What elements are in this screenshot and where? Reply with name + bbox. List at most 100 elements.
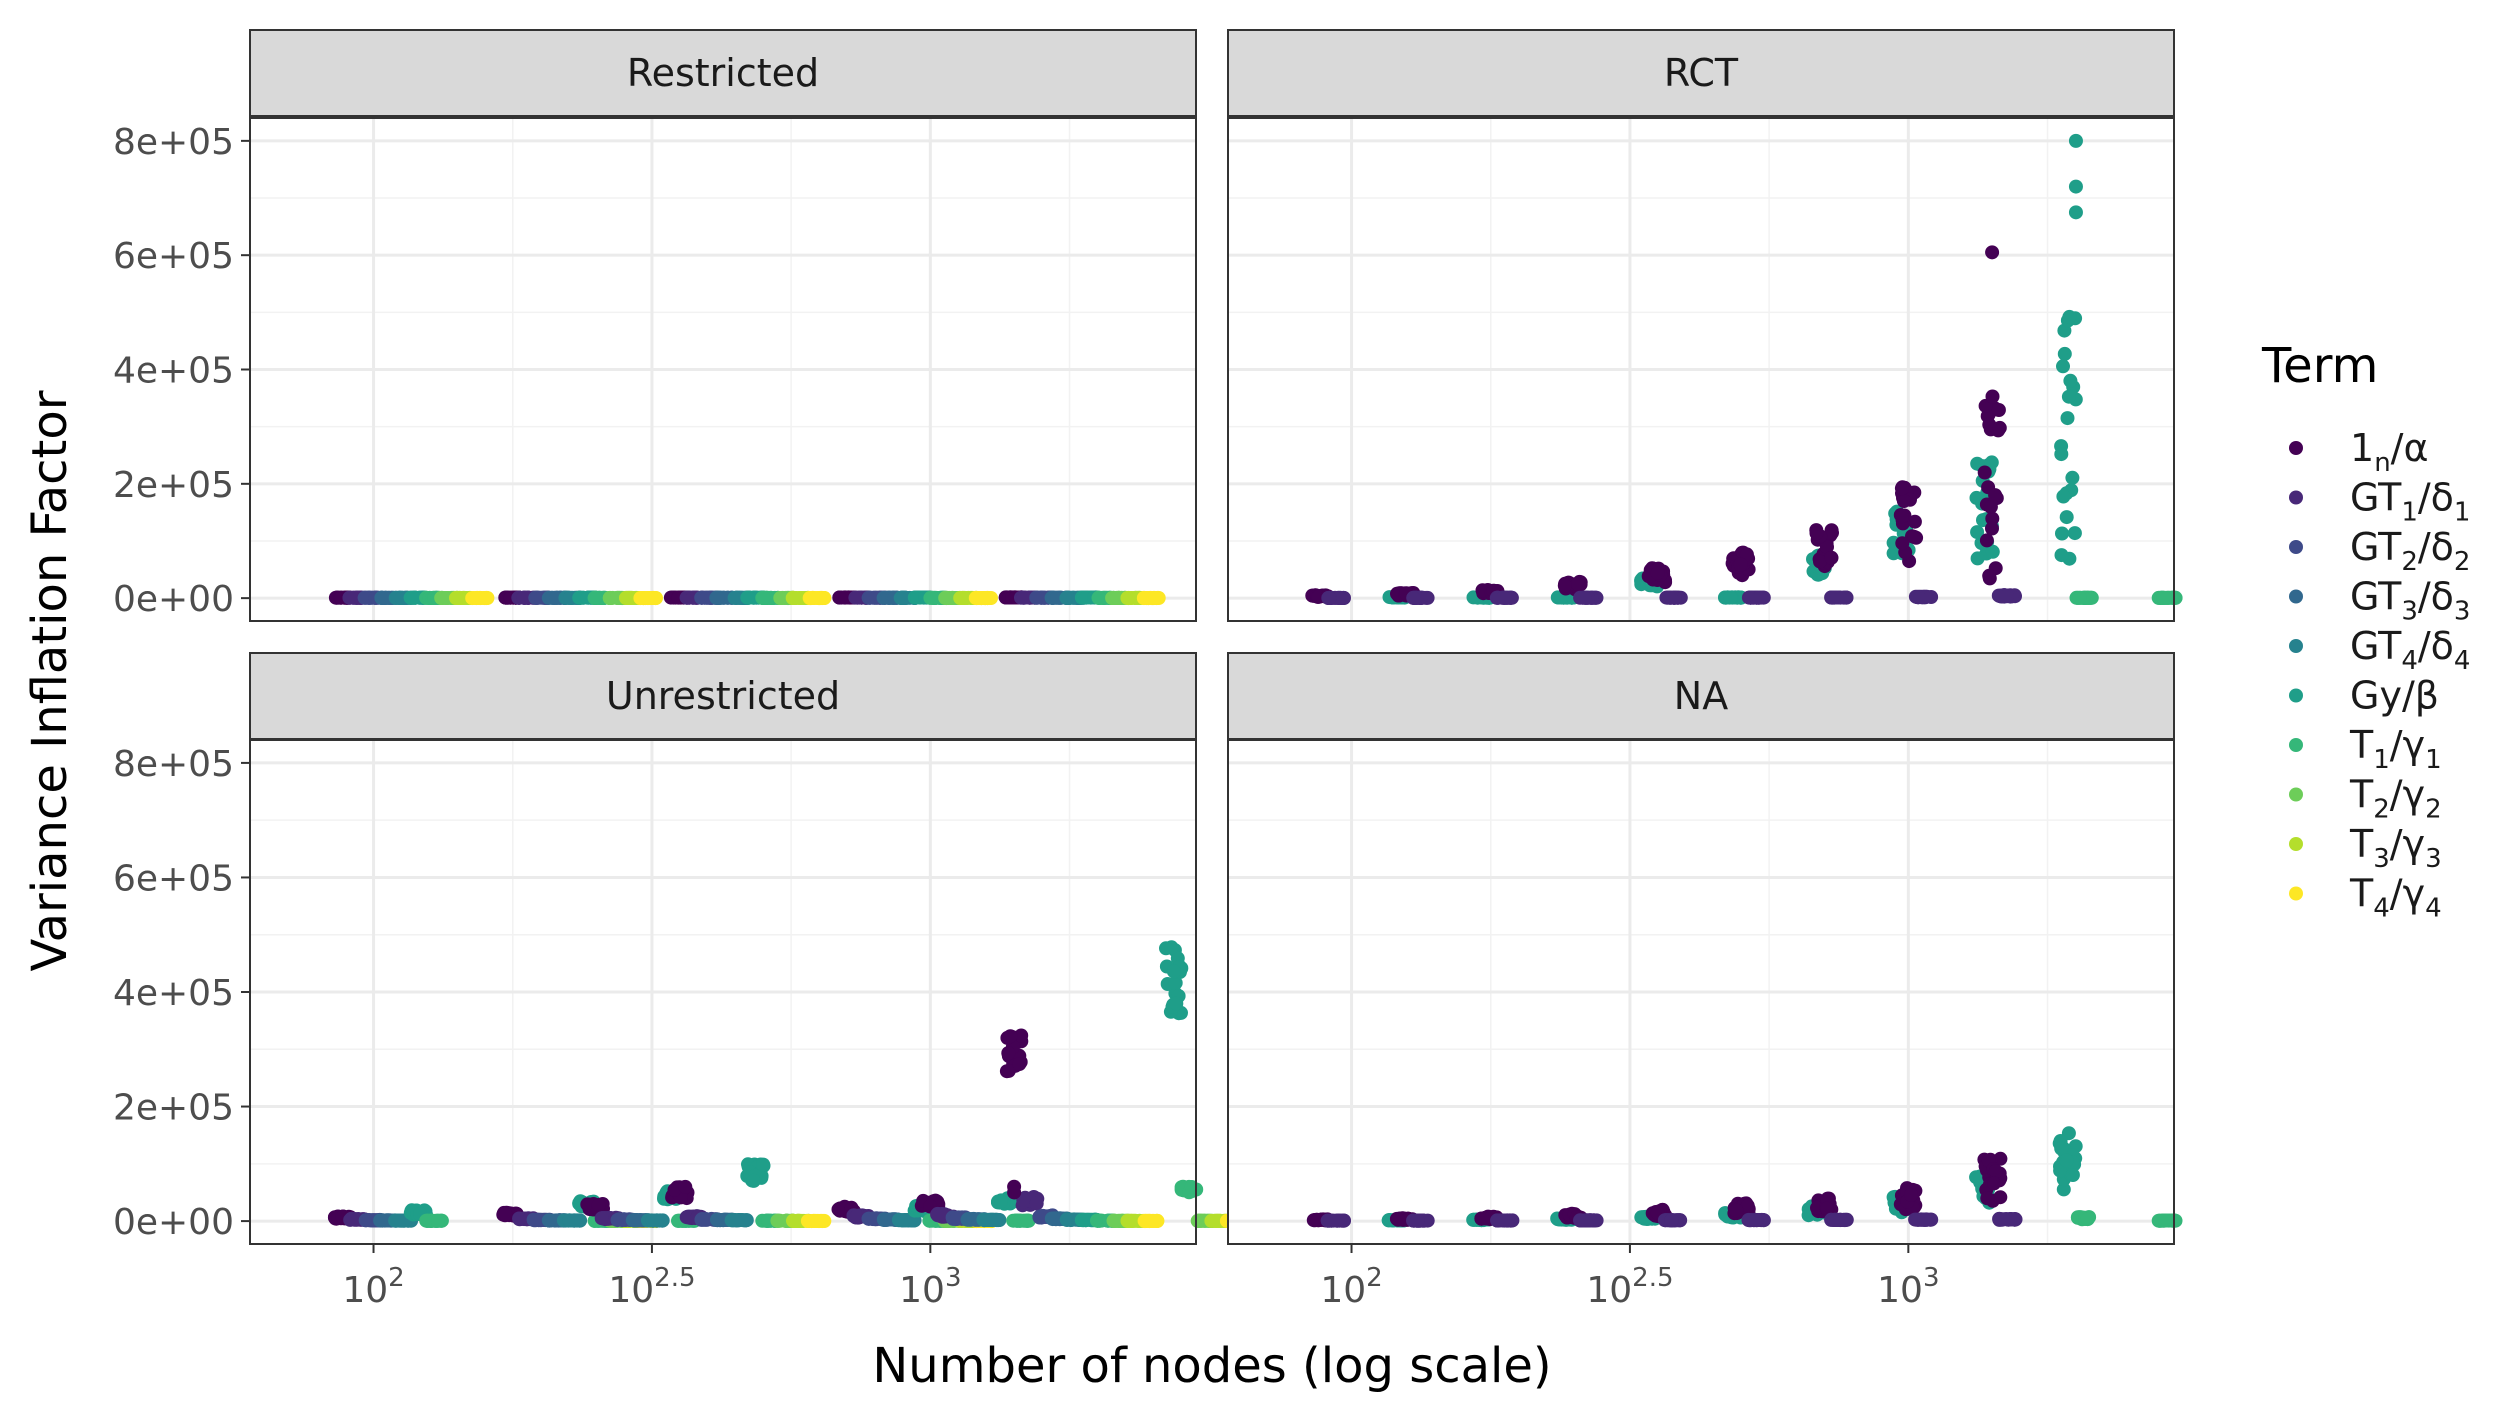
data-point-alpha — [1985, 521, 1999, 536]
y-tick-label: 8e+05 — [113, 744, 234, 785]
data-point-beta — [405, 590, 420, 605]
data-point-beta — [2062, 309, 2077, 324]
legend-label-delta2: GT2/δ2 — [2350, 525, 2470, 577]
data-point-delta4 — [991, 1213, 1006, 1228]
data-point-beta — [1166, 964, 1181, 979]
data-point-beta — [740, 590, 755, 605]
data-point-gamma1 — [587, 590, 602, 605]
data-point-gamma2 — [1110, 590, 1125, 605]
data-point-beta — [2054, 1141, 2069, 1156]
data-point-delta1 — [1406, 590, 1421, 605]
data-point-gamma3 — [621, 590, 636, 605]
data-point-gamma3 — [958, 591, 973, 605]
data-point-delta1 — [516, 590, 531, 605]
data-point-alpha — [498, 1207, 513, 1222]
data-point-beta — [2054, 548, 2069, 563]
data-point-delta4 — [976, 1212, 991, 1227]
data-point-alpha — [1894, 481, 1909, 496]
legend-label-gamma3: T3/γ3 — [2349, 822, 2442, 874]
points-layer — [328, 590, 1166, 606]
data-point-beta — [1164, 940, 1179, 955]
legend-label-delta4: GT4/δ4 — [2350, 624, 2470, 676]
data-point-alpha — [1570, 576, 1585, 591]
x-tick-label: 102 — [1320, 1263, 1382, 1311]
x-axis-title: Number of nodes (log scale) — [872, 1338, 1551, 1394]
data-point-alpha — [1980, 1191, 1995, 1206]
data-point-delta1 — [1827, 1213, 1842, 1227]
data-point-beta — [2055, 526, 2069, 541]
data-point-beta — [994, 1194, 1008, 1209]
data-point-gamma1 — [2072, 590, 2087, 605]
data-point-delta1 — [594, 1211, 609, 1226]
data-point-alpha — [1979, 533, 1994, 548]
x-tick-label: 103 — [899, 1263, 961, 1311]
data-point-alpha — [1987, 1176, 2001, 1191]
data-point-alpha — [1985, 245, 2000, 260]
legend-label-alpha: 1n/α — [2350, 426, 2429, 478]
data-point-delta1 — [1029, 1196, 1044, 1211]
data-point-beta — [756, 1157, 771, 1172]
data-point-alpha — [1895, 509, 1909, 524]
data-point-alpha — [1991, 403, 2006, 417]
legend-key-gamma4 — [2289, 886, 2303, 901]
data-point-alpha — [1895, 536, 1910, 551]
data-point-delta1 — [1836, 590, 1851, 605]
data-point-delta1 — [1573, 1213, 1588, 1228]
data-point-beta — [2061, 389, 2076, 404]
data-point-alpha — [1907, 514, 1922, 529]
y-tick-label: 4e+05 — [113, 351, 234, 392]
legend-key-delta3 — [2289, 589, 2303, 604]
data-point-delta3 — [710, 590, 725, 605]
strip-label: RCT — [1664, 51, 1739, 95]
legend-label-gamma2: T2/γ2 — [2349, 773, 2442, 825]
panel-restricted: Restricted 0e+00 2e+05 4e+05 6e+05 8e+05 — [113, 29, 1197, 622]
data-point-delta1 — [1749, 1213, 1764, 1227]
data-point-alpha — [1993, 1190, 2008, 1205]
data-point-beta — [1970, 525, 1985, 540]
data-point-beta — [2065, 470, 2080, 485]
data-point-gamma3 — [1120, 591, 1135, 605]
data-point-alpha — [1982, 417, 1997, 432]
data-point-beta — [2065, 1168, 2080, 1182]
data-point-beta — [2068, 205, 2083, 220]
data-point-gamma1 — [756, 590, 771, 605]
data-point-alpha — [1985, 511, 2000, 526]
data-point-delta1 — [850, 590, 865, 605]
data-point-delta3 — [378, 590, 393, 605]
data-point-delta1 — [1664, 1213, 1679, 1228]
data-point-alpha — [1012, 1057, 1027, 1071]
data-point-beta — [2054, 447, 2069, 462]
data-point-beta — [2056, 489, 2071, 504]
data-point-delta3 — [628, 1213, 643, 1228]
data-point-delta4 — [649, 1213, 664, 1228]
legend-key-gamma3 — [2289, 837, 2303, 851]
points-layer — [1305, 133, 2183, 605]
data-point-delta4 — [728, 1213, 743, 1228]
data-point-alpha — [1729, 1203, 1744, 1218]
data-point-alpha — [1007, 1185, 1022, 1200]
strip-background — [249, 29, 1197, 117]
data-point-delta4 — [388, 1213, 403, 1228]
data-point-delta1 — [1410, 1213, 1425, 1228]
legend-label-delta3: GT3/δ3 — [2350, 575, 2470, 627]
data-point-beta — [1169, 996, 1184, 1011]
data-point-beta — [746, 1173, 761, 1188]
legend-key-gamma2 — [2289, 787, 2303, 802]
panel-rct: RCT — [1227, 29, 2183, 622]
data-point-gamma2 — [938, 590, 953, 605]
data-point-beta — [1984, 455, 1999, 470]
y-axis-title: Variance Inflation Factor — [22, 390, 78, 971]
panel-na: NA 102 102.5 103 — [1227, 652, 2183, 1311]
data-point-alpha — [1825, 525, 1839, 540]
data-point-delta1 — [1017, 590, 1032, 605]
data-point-alpha — [1739, 547, 1754, 562]
data-point-delta2 — [694, 1212, 709, 1227]
data-point-beta — [2059, 510, 2074, 525]
data-point-gamma4 — [817, 1214, 832, 1228]
data-point-beta — [2059, 1153, 2074, 1168]
data-point-gamma4 — [803, 591, 818, 605]
data-point-beta — [2057, 346, 2072, 361]
y-tick-label: 6e+05 — [113, 858, 234, 899]
